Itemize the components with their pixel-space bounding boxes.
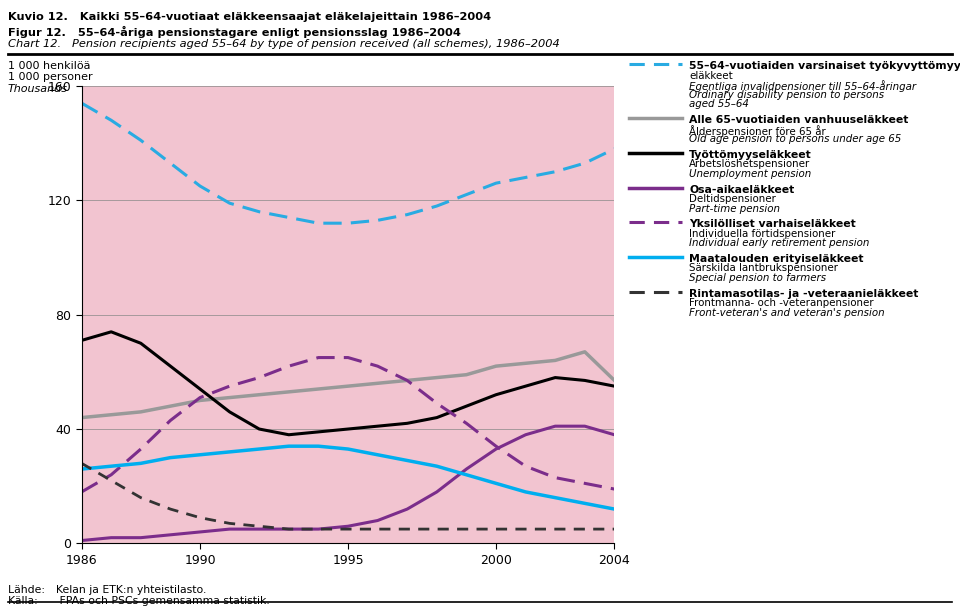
Text: Individual early retirement pension: Individual early retirement pension — [689, 238, 870, 248]
Text: Osa-aikaeläkkeet: Osa-aikaeläkkeet — [689, 184, 795, 195]
Text: 1 000 personer: 1 000 personer — [8, 72, 92, 82]
Text: Individuella förtidspensioner: Individuella förtidspensioner — [689, 228, 835, 239]
Text: Old age pension to persons under age 65: Old age pension to persons under age 65 — [689, 134, 901, 144]
Text: Thousands: Thousands — [8, 84, 67, 93]
Text: eläkkeet: eläkkeet — [689, 71, 733, 81]
Text: Lähde: Kelan ja ETK:n yhteistilasto.: Lähde: Kelan ja ETK:n yhteistilasto. — [8, 585, 206, 594]
Text: 1 000 henkilöä: 1 000 henkilöä — [8, 61, 90, 71]
Text: Källa:  FPAs och PSCs gemensamma statistik.: Källa: FPAs och PSCs gemensamma statisti… — [8, 596, 270, 605]
Text: Työttömyyseläkkeet: Työttömyyseläkkeet — [689, 150, 812, 160]
Text: Maatalouden erityiseläkkeet: Maatalouden erityiseläkkeet — [689, 254, 864, 264]
Text: Särskilda lantbrukspensioner: Särskilda lantbrukspensioner — [689, 263, 838, 273]
Text: Deltidspensioner: Deltidspensioner — [689, 194, 776, 204]
Text: aged 55–64: aged 55–64 — [689, 99, 749, 109]
Text: Unemployment pension: Unemployment pension — [689, 169, 811, 179]
Text: Ålderspensioner före 65 år: Ålderspensioner före 65 år — [689, 125, 826, 136]
Text: Chart 12.   Pension recipients aged 55–64 by type of pension received (all schem: Chart 12. Pension recipients aged 55–64 … — [8, 39, 560, 49]
Text: Figur 12.   55–64-åriga pensionstagare enligt pensionsslag 1986–2004: Figur 12. 55–64-åriga pensionstagare enl… — [8, 26, 461, 38]
Text: Ordinary disability pension to persons: Ordinary disability pension to persons — [689, 90, 884, 100]
Text: Part-time pension: Part-time pension — [689, 203, 780, 214]
Text: Alle 65-vuotiaiden vanhuuseläkkeet: Alle 65-vuotiaiden vanhuuseläkkeet — [689, 115, 909, 125]
Text: Rintamasotilas- ja -veteraanieläkkeet: Rintamasotilas- ja -veteraanieläkkeet — [689, 289, 919, 298]
Text: Special pension to farmers: Special pension to farmers — [689, 273, 827, 283]
Text: Kuvio 12.   Kaikki 55–64-vuotiaat eläkkeensaajat eläkelajeittain 1986–2004: Kuvio 12. Kaikki 55–64-vuotiaat eläkkeen… — [8, 12, 491, 22]
Text: 55–64-vuotiaiden varsinaiset työkyvyttömyys-: 55–64-vuotiaiden varsinaiset työkyvyttöm… — [689, 61, 960, 71]
Text: Frontmanna- och -veteranpensioner: Frontmanna- och -veteranpensioner — [689, 298, 874, 308]
Text: Egentliga invalidpensioner till 55–64-åringar: Egentliga invalidpensioner till 55–64-år… — [689, 80, 917, 92]
Text: Yksilölliset varhaiseläkkeet: Yksilölliset varhaiseläkkeet — [689, 219, 856, 229]
Text: Front-veteran's and veteran's pension: Front-veteran's and veteran's pension — [689, 308, 885, 317]
Text: Arbetslöshetspensioner: Arbetslöshetspensioner — [689, 159, 810, 169]
